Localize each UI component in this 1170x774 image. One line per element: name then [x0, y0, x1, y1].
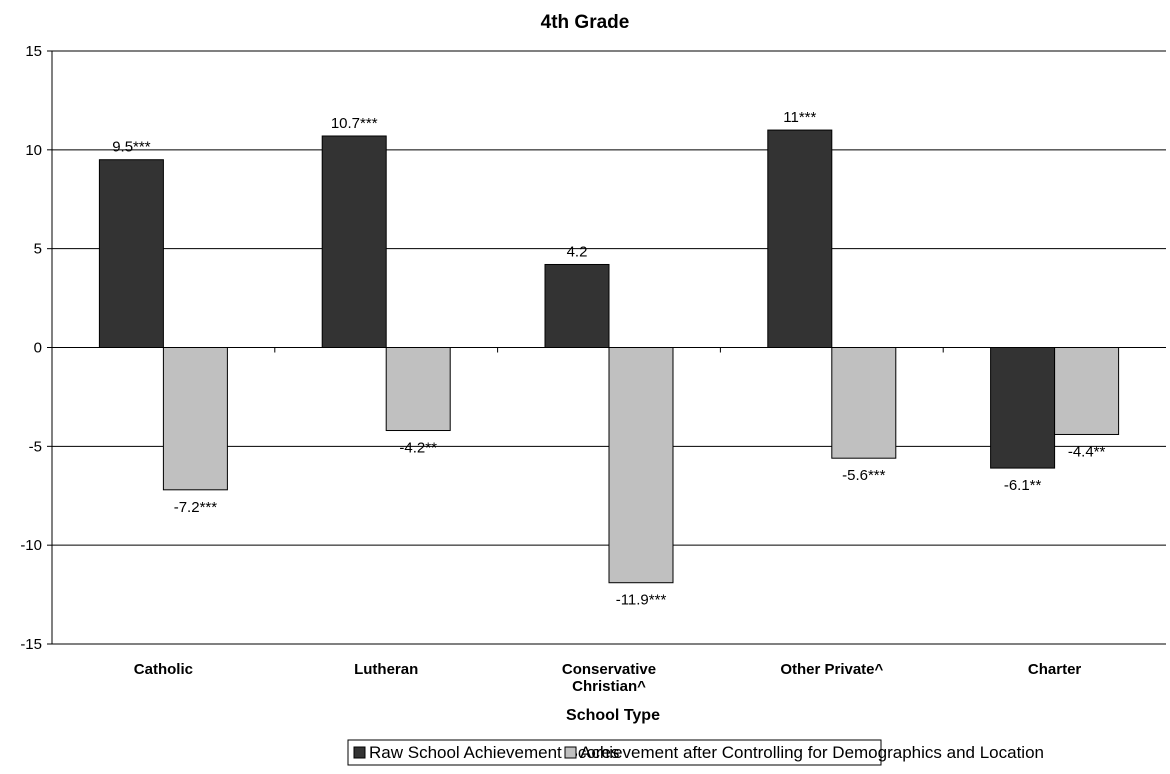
- bar-raw: [544, 263, 610, 349]
- bar-controlled: [608, 347, 674, 584]
- legend-label-raw: Raw School Achievement Scores: [369, 743, 619, 762]
- data-label: 9.5***: [112, 139, 151, 156]
- data-label: -11.9***: [616, 592, 667, 609]
- data-label: -7.2***: [174, 499, 218, 516]
- data-label: 4.2: [567, 243, 588, 260]
- y-tick-label: -5: [29, 438, 42, 455]
- data-label: 10.7***: [331, 115, 378, 132]
- legend-swatch-raw: [353, 746, 366, 759]
- legend-swatch-controlled: [564, 746, 577, 759]
- legend-label-controlled: Achievement after Controlling for Demogr…: [580, 743, 1044, 762]
- bar-raw: [767, 129, 833, 348]
- x-category-label: Charter: [1028, 661, 1082, 678]
- bars: [98, 129, 1120, 584]
- chart-title: 4th Grade: [541, 12, 630, 33]
- data-label: -5.6***: [842, 467, 886, 484]
- y-axis-ticks: 15 10 5 0 -5 -10 -15: [20, 43, 52, 653]
- x-category-label: Christian^: [572, 678, 646, 695]
- data-label: -4.4**: [1068, 443, 1106, 460]
- bar-controlled: [385, 347, 451, 432]
- y-tick-label: 15: [25, 43, 42, 60]
- bar-controlled: [831, 347, 897, 459]
- x-category-label: Conservative: [562, 661, 656, 678]
- bar-raw: [990, 347, 1056, 469]
- bar-raw: [98, 159, 164, 348]
- x-axis-title: School Type: [566, 707, 660, 724]
- axes: [51, 51, 1166, 644]
- y-tick-label: 5: [34, 241, 42, 258]
- data-label: -6.1**: [1004, 477, 1042, 494]
- bar-controlled: [162, 347, 228, 491]
- y-tick-label: 10: [25, 142, 42, 159]
- x-category-label: Lutheran: [354, 661, 418, 678]
- legend-box: [347, 739, 882, 766]
- y-tick-label: -10: [20, 537, 42, 554]
- x-category-label: Catholic: [134, 661, 193, 678]
- legend: Raw School Achievement Scores Achievemen…: [347, 739, 1044, 766]
- x-category-label: Other Private^: [780, 661, 883, 678]
- y-tick-label: -15: [20, 636, 42, 653]
- y-tick-label: 0: [34, 340, 42, 357]
- data-labels: 9.5*** 10.7*** 4.2 11*** -6.1** -7.2*** -4.2**…: [112, 109, 1105, 609]
- bar-raw: [321, 135, 387, 348]
- data-label: 11***: [783, 109, 816, 126]
- data-label: -4.2**: [399, 440, 437, 457]
- bar-controlled: [1054, 347, 1120, 435]
